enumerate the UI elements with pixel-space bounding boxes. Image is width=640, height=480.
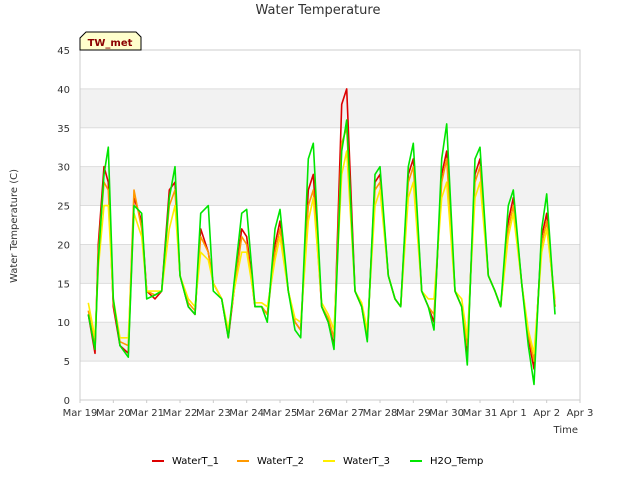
x-tick-label: Mar 24 — [229, 408, 264, 419]
series-line-h2o-temp — [87, 119, 556, 386]
y-tick-label: 35 — [57, 124, 70, 135]
x-tick-label: Mar 28 — [363, 408, 398, 419]
y-tick-label: 5 — [64, 357, 70, 368]
x-tick-label: Apr 3 — [567, 408, 594, 419]
legend-item-watert-1: WaterT_1 — [152, 456, 219, 467]
chart-legend: WaterT_1 WaterT_2 WaterT_3 H2O_Temp — [152, 456, 483, 467]
x-tick-label: Mar 23 — [196, 408, 231, 419]
legend-label: H2O_Temp — [430, 456, 483, 467]
x-tick-label: Mar 19 — [63, 408, 98, 419]
y-tick-label: 20 — [57, 240, 70, 251]
x-tick-label: Mar 20 — [96, 408, 131, 419]
x-axis-title: Time — [553, 425, 578, 436]
y-tick-label: 45 — [57, 46, 70, 57]
grid-band — [80, 166, 580, 206]
x-tick-label: Apr 2 — [533, 408, 560, 419]
x-tick-label: Mar 30 — [429, 408, 464, 419]
y-tick-label: 30 — [57, 163, 70, 174]
y-tick-label: 0 — [64, 396, 70, 407]
series-lines — [87, 88, 556, 386]
legend-item-h2o-temp: H2O_Temp — [410, 456, 483, 467]
tw-met-badge: TW_met — [79, 31, 142, 51]
x-tick-label: Mar 25 — [263, 408, 298, 419]
x-tick-label: Mar 29 — [396, 408, 431, 419]
x-tick-label: Mar 22 — [163, 408, 198, 419]
legend-item-watert-2: WaterT_2 — [237, 456, 304, 467]
legend-label: WaterT_3 — [343, 456, 390, 467]
x-tick-label: Mar 26 — [296, 408, 331, 419]
y-tick-label: 15 — [57, 279, 70, 290]
x-tick-label: Apr 1 — [500, 408, 527, 419]
badge-shape — [79, 31, 142, 51]
plot-frame — [79, 49, 581, 401]
y-tick-label: 10 — [57, 318, 70, 329]
chart-title: Water Temperature — [256, 3, 381, 18]
y-axis-title: Water Temperature (C) — [9, 169, 20, 283]
legend-item-watert-3: WaterT_3 — [323, 456, 390, 467]
x-tick-label: Mar 21 — [129, 408, 164, 419]
y-axis-ticks: 0 5 10 15 20 25 30 35 40 45 — [57, 46, 70, 407]
badge-label: TW_met — [88, 38, 133, 49]
x-tick-label: Mar 31 — [463, 408, 498, 419]
legend-label: WaterT_1 — [172, 456, 219, 467]
plot-bands — [80, 88, 580, 362]
x-tick-label: Mar 27 — [329, 408, 364, 419]
grid-band — [80, 88, 580, 128]
y-tick-label: 25 — [57, 202, 70, 213]
legend-label: WaterT_2 — [257, 456, 304, 467]
y-tick-label: 40 — [57, 85, 70, 96]
